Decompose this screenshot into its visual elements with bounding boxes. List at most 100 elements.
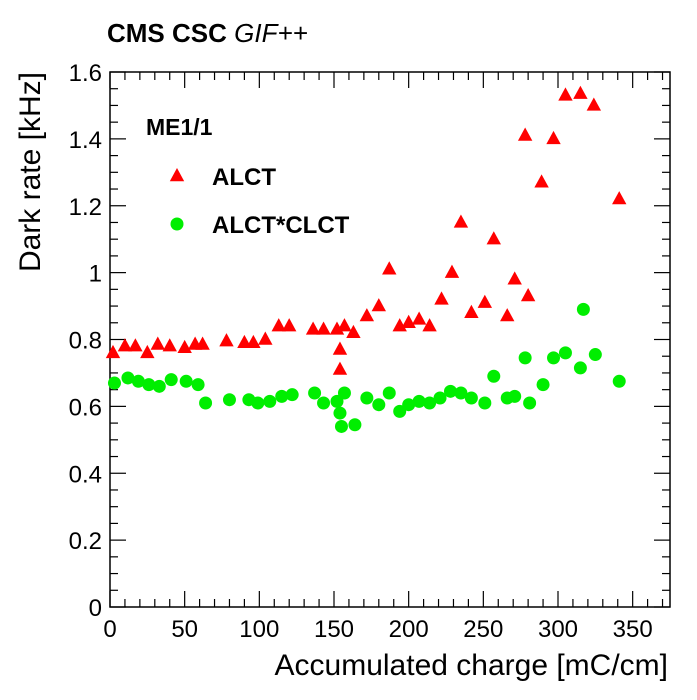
figure-header: CMS CSC GIF++ [107,18,308,49]
x-tick-label: 350 [613,616,653,643]
y-tick-label: 1.2 [69,194,102,221]
x-tick-label: 0 [103,616,116,643]
alct-clct-point [107,376,121,390]
alct-point [305,321,321,335]
alct-point [573,85,588,99]
x-axis-label: Accumulated charge [mC/cm] [275,649,668,682]
legend-entry-label: ALCT*CLCT [212,212,350,239]
legend-title: ME1/1 [146,114,213,140]
y-tick-label: 1.4 [69,127,102,154]
alct-clct-point [402,398,416,412]
legend-entry-label: ALCT [212,164,276,191]
alct-point [332,361,348,375]
alct-point [422,318,437,332]
alct-point [586,97,602,111]
alct-clct-point [337,386,351,400]
alct-point [464,304,479,318]
alct-clct-point [121,371,135,385]
legend-marker [170,217,184,231]
alct-clct-point [164,373,178,387]
alct-clct-point [333,406,347,420]
legend: ME1/1 ALCT ALCT*CLCT [146,114,350,239]
alct-point [558,87,573,101]
alct-clct-point [334,419,348,433]
alct-clct-point [222,393,236,407]
alct-clct-point [152,379,166,393]
alct-point [486,231,501,245]
alct-clct-point [523,396,537,410]
alct-point [534,174,549,188]
alct-point [434,291,449,305]
alct-point [382,261,397,275]
alct-point [177,339,192,354]
alct-point [371,298,386,312]
alct-point [140,344,155,359]
alct-clct-point [317,396,331,410]
alct-point [271,318,286,332]
alct-clct-point [588,348,602,362]
alct-point [337,318,352,332]
y-tick-label: 1.6 [69,60,102,87]
y-axis-label: Dark rate [kHz] [14,72,47,272]
facility-label: GIF++ [234,18,308,48]
alct-point [546,130,561,145]
alct-point [162,338,177,352]
alct-clct-point [308,386,322,400]
alct-point [500,308,515,322]
alct-clct-point [263,394,277,408]
alct-point [392,318,407,332]
alct-clct-point [372,398,386,412]
x-tick-label: 200 [389,616,429,643]
alct-clct-point [464,391,478,405]
x-tick-label: 250 [463,616,503,643]
alct-point [517,127,533,141]
alct-point [444,264,460,278]
alct-point [612,191,627,205]
y-tick-label: 0.4 [69,461,102,488]
alct-clct-point [573,361,587,375]
alct-point [520,288,536,302]
alct-clct-point [131,374,145,388]
alct-clct-point [199,396,213,410]
alct-point [401,314,416,328]
alct-point [128,338,143,352]
experiment-label: CMS CSC [107,18,227,48]
y-tick-label: 1 [89,261,102,288]
alct-point [219,333,234,347]
alct-clct-point [382,386,396,400]
alct-point [329,321,345,335]
alct-clct-point [454,386,468,400]
alct-point [507,271,522,285]
y-tick-label: 0.6 [69,394,102,421]
alct-clct-point [536,378,550,392]
x-tick-label: 100 [239,616,279,643]
alct-clct-point [360,391,374,405]
alct-point [316,321,331,335]
alct-point [411,311,427,325]
alct-clct-point [433,391,447,405]
alct-clct-point [285,388,299,402]
alct-clct-point [330,394,344,408]
alct-clct-point [179,374,193,388]
alct-point [117,338,133,352]
alct-point [282,318,297,332]
alct-clct-point [191,378,205,392]
y-tick-label: 0.8 [69,328,102,355]
x-tick-label: 150 [314,616,354,643]
alct-clct-point [478,396,492,410]
alct-point [359,308,375,322]
alct-clct-point [487,369,501,383]
data-marks [105,85,627,433]
alct-point [105,344,121,359]
alct-clct-point [423,396,437,410]
y-tick-label: 0 [89,595,102,622]
alct-point [246,334,261,349]
alct-clct-point [443,384,457,398]
alct-clct-point [393,404,407,418]
alct-clct-point [275,389,289,403]
alct-clct-point [142,378,156,392]
alct-clct-point [412,394,426,408]
x-tick-label: 50 [171,616,198,643]
alct-point [150,336,165,350]
